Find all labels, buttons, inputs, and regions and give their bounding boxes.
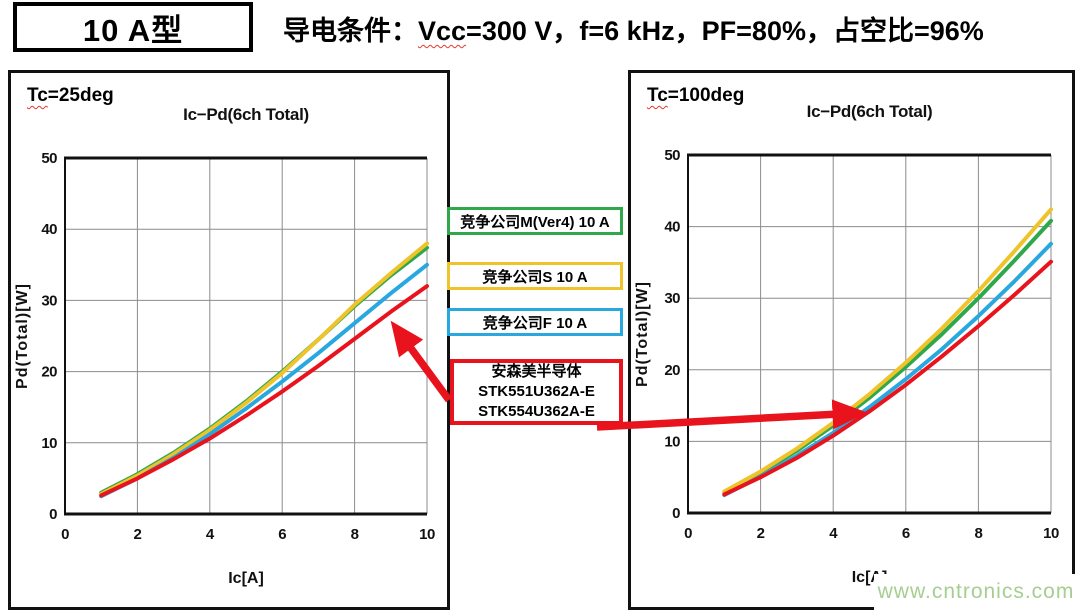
- svg-text:8: 8: [974, 525, 982, 542]
- svg-text:6: 6: [902, 525, 910, 542]
- svg-text:10: 10: [664, 433, 680, 450]
- onsemi-name: 安森美半导体: [491, 363, 582, 380]
- condition-prefix: 导电条件：: [283, 16, 418, 46]
- line-chart-tc25: 0 10 20 30 40 50 0 2 4 6 8 10 Ic[A] Pd(Total)[W] Ic−Pd…: [14, 105, 435, 587]
- svg-text:10: 10: [419, 526, 435, 543]
- legend-competitor-f: 竞争公司F 10 A: [447, 308, 623, 336]
- svg-text:2: 2: [757, 525, 765, 542]
- tc100-label-value: =100deg: [667, 85, 745, 106]
- type-label: 10 A型: [82, 12, 184, 48]
- svg-text:20: 20: [664, 362, 680, 379]
- tc100-label: Tc=100deg: [647, 85, 744, 107]
- svg-text:30: 30: [41, 292, 57, 309]
- svg-text:4: 4: [829, 525, 838, 542]
- svg-text:2: 2: [133, 526, 141, 543]
- svg-text:20: 20: [41, 364, 57, 381]
- legend-competitor-s-label: 竞争公司S 10 A: [482, 268, 588, 286]
- condition-rest: =300 V，f=6 kHz，PF=80%，占空比=96%: [466, 16, 984, 46]
- legend-competitor-f-label: 竞争公司F 10 A: [482, 314, 588, 332]
- tc25-label: Tc=25deg: [27, 85, 114, 107]
- svg-text:40: 40: [41, 221, 57, 238]
- onsemi-label-box: 安森美半导体 STK551U362A-E STK554U362A-E: [450, 359, 623, 425]
- svg-text:10: 10: [41, 435, 57, 452]
- onsemi-part-2: STK554U362A-E: [478, 403, 595, 420]
- svg-text:0: 0: [684, 525, 692, 542]
- svg-text:Ic[A]: Ic[A]: [228, 570, 264, 587]
- svg-text:Ic−Pd(6ch Total): Ic−Pd(6ch Total): [183, 105, 309, 124]
- chart-panel-tc25: Tc=25deg 0 10 20 30 40 50 0 2 4 6 8 10 Ic[A] Pd(Total…: [8, 70, 450, 610]
- svg-text:Pd(Total)[W]: Pd(Total)[W]: [634, 281, 651, 387]
- onsemi-part-1: STK551U362A-E: [478, 383, 595, 400]
- watermark: www.cntronics.com: [874, 574, 1078, 610]
- tc25-label-value: =25deg: [47, 85, 114, 106]
- tc25-label-word: Tc: [27, 85, 48, 106]
- svg-text:8: 8: [351, 526, 359, 543]
- svg-text:50: 50: [664, 147, 680, 164]
- svg-text:0: 0: [61, 526, 69, 543]
- legend-competitor-m-label: 竞争公司M(Ver4) 10 A: [460, 213, 610, 231]
- conduction-conditions: 导电条件：Vcc=300 V，f=6 kHz，PF=80%，占空比=96%: [283, 9, 984, 48]
- tc100-label-word: Tc: [647, 85, 668, 106]
- svg-text:50: 50: [41, 150, 57, 167]
- type-label-box: 10 A型: [13, 2, 253, 52]
- chart-panel-tc100: Tc=100deg 0 10 20 30 40 50 0 2 4 6 8 10 Ic[A] Pd(Tota…: [628, 70, 1075, 610]
- svg-text:10: 10: [1043, 525, 1059, 542]
- svg-text:Pd(Total)[W]: Pd(Total)[W]: [14, 283, 31, 389]
- svg-text:Ic−Pd(6ch Total): Ic−Pd(6ch Total): [807, 102, 933, 121]
- svg-text:4: 4: [206, 526, 215, 543]
- svg-text:0: 0: [672, 505, 680, 522]
- condition-vcc: Vcc: [418, 16, 467, 46]
- svg-text:6: 6: [278, 526, 286, 543]
- svg-text:40: 40: [664, 219, 680, 236]
- svg-text:30: 30: [664, 290, 680, 307]
- legend-competitor-s: 竞争公司S 10 A: [447, 262, 623, 290]
- legend-competitor-m: 竞争公司M(Ver4) 10 A: [447, 207, 623, 235]
- svg-text:0: 0: [49, 506, 57, 523]
